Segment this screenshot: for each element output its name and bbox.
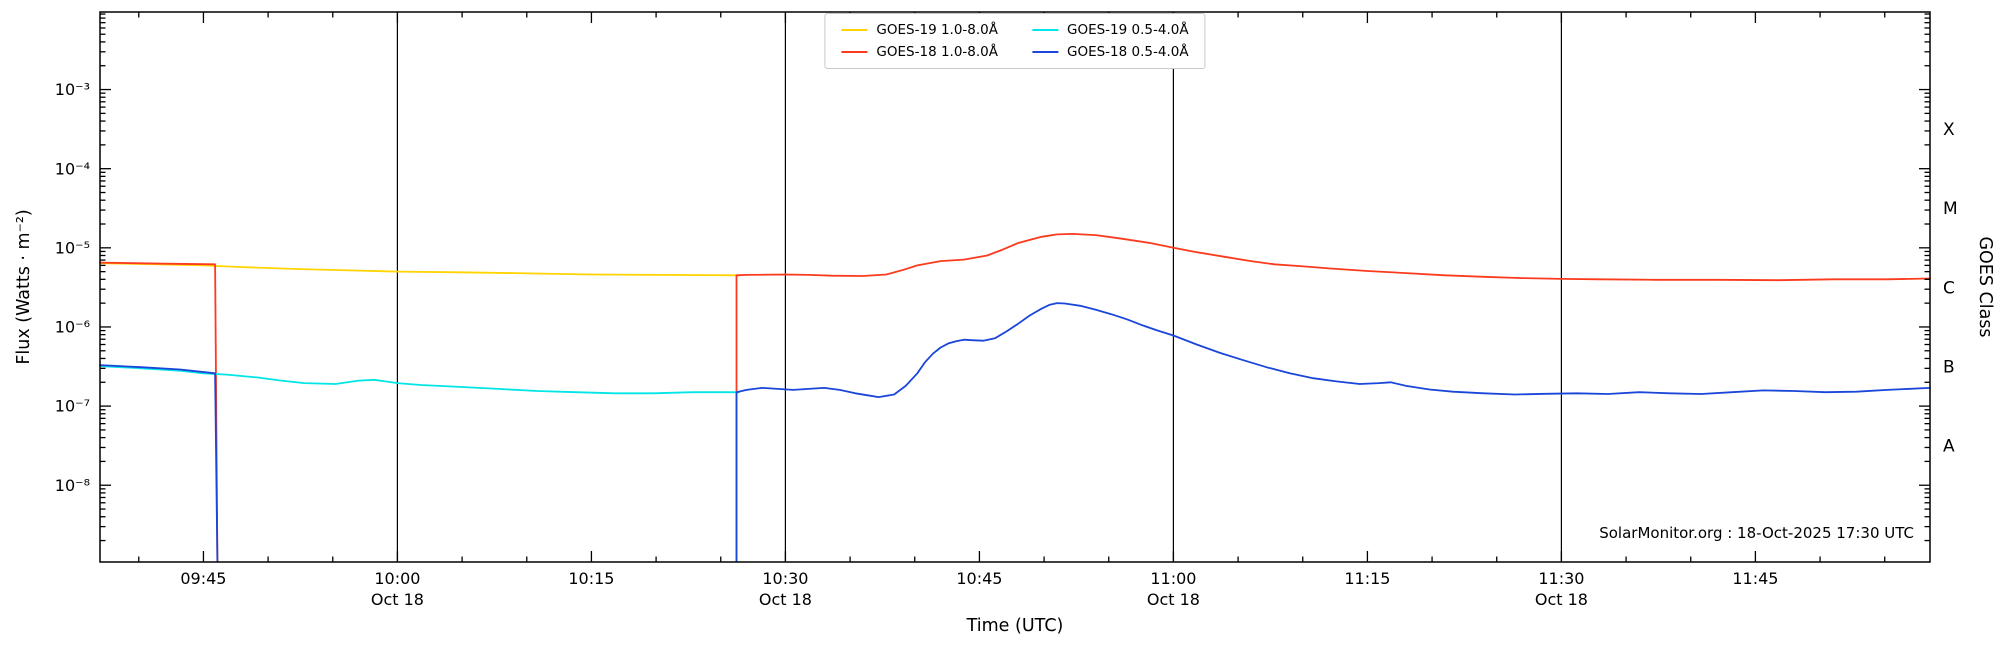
legend-item-goes-18-0-5-4-0: GOES-18 0.5-4.0Å: [1032, 44, 1189, 60]
legend-label: GOES-19 0.5-4.0Å: [1067, 22, 1189, 38]
y-tick-label: 10⁻⁵: [55, 238, 90, 257]
plot-frame: [99, 11, 1931, 563]
x-axis-label: Time (UTC): [966, 616, 1064, 636]
x-tick-date-label: Oct 18: [1535, 590, 1588, 609]
y-tick-label: 10⁻⁷: [55, 397, 90, 416]
legend-item-goes-18-1-0-8-0: GOES-18 1.0-8.0Å: [841, 44, 998, 60]
x-tick-date-label: Oct 18: [1147, 590, 1200, 609]
x-tick-date-label: Oct 18: [759, 590, 812, 609]
goes-class-label-c: C: [1943, 278, 1955, 298]
x-tick-label: 11:15: [1344, 569, 1390, 588]
x-tick-label: 10:45: [956, 569, 1002, 588]
legend-swatch: [1032, 29, 1058, 31]
goes-class-label-x: X: [1943, 120, 1955, 140]
x-tick-label: 09:45: [180, 569, 226, 588]
legend-item-goes-19-0-5-4-0: GOES-19 0.5-4.0Å: [1032, 22, 1189, 38]
legend-label: GOES-18 1.0-8.0Å: [876, 44, 998, 60]
series-line-goes-19-1-0-8-0: [99, 262, 740, 277]
series-line-goes-18-0-5-4-0: [99, 364, 219, 562]
x-tick-label: 11:00: [1150, 569, 1196, 588]
y-axis-label: Flux (Watts · m⁻²): [14, 209, 34, 365]
legend-swatch: [841, 29, 868, 31]
x-tick-label: 11:30: [1538, 569, 1584, 588]
legend-swatch: [1032, 51, 1058, 53]
x-tick-label: 11:45: [1732, 569, 1778, 588]
x-tick-label: 10:30: [762, 569, 808, 588]
y-tick-label: 10⁻³: [55, 80, 90, 99]
legend: GOES-19 1.0-8.0Å GOES-18 1.0-8.0Å GOES-19 …: [824, 13, 1206, 69]
series-line-goes-18-1-0-8-0: [735, 233, 1931, 562]
series-line-goes-18-1-0-8-0: [99, 261, 219, 562]
x-tick-label: 10:15: [568, 569, 614, 588]
watermark: SolarMonitor.org : 18-Oct-2025 17:30 UTC: [1599, 524, 1914, 542]
x-tick-date-label: Oct 18: [371, 590, 424, 609]
goes-class-label-m: M: [1943, 199, 1958, 219]
right-axis-label: GOES Class: [1975, 236, 1995, 338]
series-line-goes-19-0-5-4-0: [99, 365, 740, 395]
legend-swatch: [841, 51, 868, 53]
series-line-goes-18-0-5-4-0: [735, 302, 1931, 562]
goes-class-label-a: A: [1943, 437, 1955, 457]
legend-label: GOES-18 0.5-4.0Å: [1067, 44, 1189, 60]
legend-item-goes-19-1-0-8-0: GOES-19 1.0-8.0Å: [841, 22, 998, 38]
y-tick-label: 10⁻⁶: [55, 318, 90, 337]
goes-class-label-b: B: [1943, 357, 1955, 377]
legend-label: GOES-19 1.0-8.0Å: [876, 22, 998, 38]
y-tick-label: 10⁻⁴: [55, 159, 90, 178]
y-tick-label: 10⁻⁸: [55, 476, 90, 495]
x-tick-label: 10:00: [374, 569, 420, 588]
